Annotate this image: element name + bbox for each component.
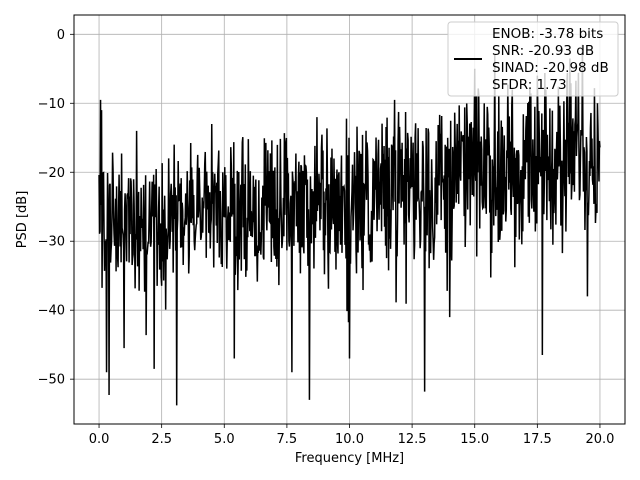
legend-line-sinad: SINAD: -20.98 dB xyxy=(492,60,609,76)
x-axis-title: Frequency [MHz] xyxy=(295,451,404,466)
y-tick-label: −20 xyxy=(38,166,65,181)
x-tick-label: 5.0 xyxy=(214,432,235,447)
y-tick-label: −40 xyxy=(38,304,65,319)
x-tick-label: 12.5 xyxy=(398,432,427,447)
legend-box xyxy=(447,21,619,97)
psd-series-line xyxy=(98,44,601,406)
x-tick-label: 20.0 xyxy=(585,432,614,447)
psd-series xyxy=(98,44,601,406)
legend-line-snr: SNR: -20.93 dB xyxy=(492,43,594,59)
y-axis-ticks: 0 −10 −20 −30 −40 −50 xyxy=(38,28,74,388)
x-axis-ticks: 0.0 2.5 5.0 7.5 10.0 12.5 15.0 17.5 20.0 xyxy=(89,424,614,447)
y-tick-label: −30 xyxy=(38,235,65,250)
y-tick-label: −50 xyxy=(38,373,65,388)
legend-line-sfdr: SFDR: 1.73 xyxy=(492,77,567,93)
legend: ENOB: -3.78 bits SNR: -20.93 dB SINAD: -… xyxy=(447,21,619,97)
x-tick-label: 2.5 xyxy=(151,432,172,447)
y-axis-title: PSD [dB] xyxy=(15,191,30,249)
x-tick-label: 15.0 xyxy=(460,432,489,447)
x-tick-label: 0.0 xyxy=(89,432,110,447)
legend-line-enob: ENOB: -3.78 bits xyxy=(492,26,603,42)
y-tick-label: −10 xyxy=(38,97,65,112)
y-tick-label: 0 xyxy=(57,28,65,43)
x-tick-label: 10.0 xyxy=(335,432,364,447)
x-tick-label: 17.5 xyxy=(523,432,552,447)
x-tick-label: 7.5 xyxy=(277,432,298,447)
